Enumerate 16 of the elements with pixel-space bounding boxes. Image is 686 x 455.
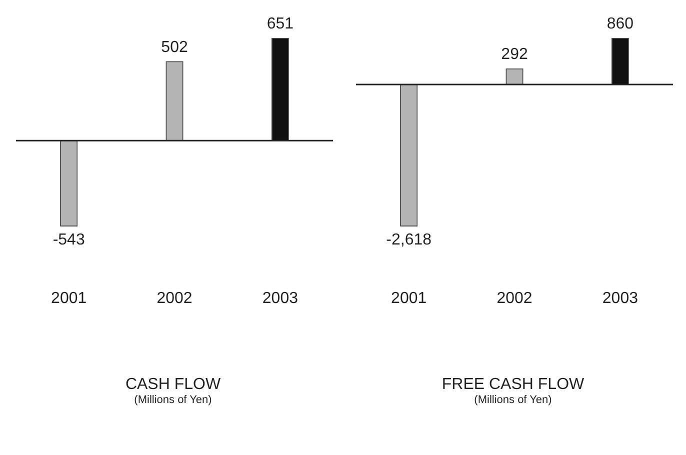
data-label: 651	[266, 15, 294, 32]
x-tick-label: 2003	[262, 290, 298, 307]
data-label: 860	[606, 15, 634, 32]
x-tick-label: 2001	[391, 290, 427, 307]
text: (Millions of Yen)	[133, 394, 213, 406]
data-label: 502	[161, 38, 188, 56]
data-label: -2,618	[386, 232, 432, 249]
data-label: -543	[52, 232, 85, 249]
x-tick-label: 2003	[602, 290, 638, 307]
x-tick-label: 2002	[496, 290, 532, 307]
x-tick-label: 2001	[51, 290, 87, 307]
text: CASH FLOW	[124, 376, 222, 394]
x-tick-label: 2002	[156, 290, 192, 307]
data-label: 292	[501, 46, 528, 64]
text: FREE CASH FLOW	[440, 376, 586, 394]
text: (Millions of Yen)	[473, 394, 553, 406]
